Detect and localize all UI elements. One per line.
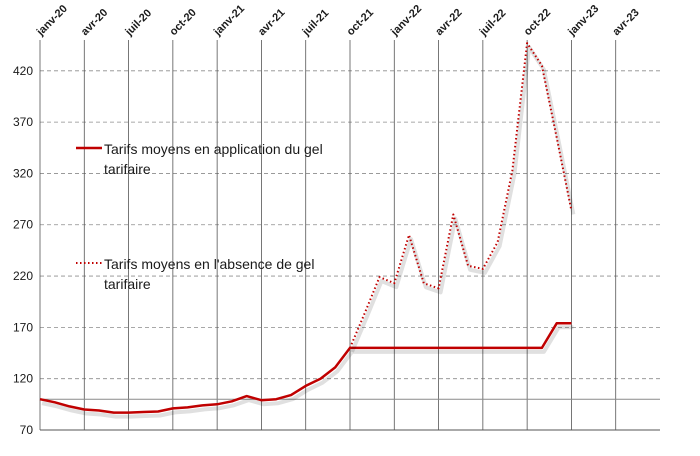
y-tick-label: 70 <box>20 423 34 437</box>
series-layer <box>39 42 576 419</box>
x-tick-label: oct-22 <box>522 7 553 38</box>
y-tick-label: 320 <box>13 166 33 180</box>
y-tick-label: 170 <box>13 320 33 334</box>
grid <box>39 40 660 431</box>
y-tick-label: 220 <box>13 269 33 283</box>
series-1-shadow <box>41 325 574 419</box>
x-tick-label: oct-21 <box>345 7 376 38</box>
x-tick-label: oct-20 <box>167 7 198 38</box>
x-tick-label: janv-20 <box>34 3 70 39</box>
legend-label-1b: tarifaire <box>104 161 151 177</box>
x-tick-label: janv-23 <box>565 3 601 39</box>
legend-label-1a: Tarifs moyens en application du gel <box>104 141 323 157</box>
x-tick-label: avr-22 <box>433 7 464 38</box>
x-tick-label: juil-21 <box>300 7 332 39</box>
x-tick-label: juil-22 <box>477 7 509 39</box>
legend-label-2b: tarifaire <box>104 276 151 292</box>
series-1-line <box>39 322 572 414</box>
x-tick-label: avr-20 <box>79 7 110 38</box>
x-tick-label: juil-20 <box>123 7 155 39</box>
x-tick-label: janv-22 <box>388 3 424 39</box>
legend: Tarifs moyens en application du gel tari… <box>76 141 323 292</box>
y-tick-label: 370 <box>13 115 33 129</box>
y-tick-label: 420 <box>13 64 33 78</box>
series-2-line <box>349 42 573 349</box>
x-axis-ticks: janv-20 avr-20 juil-20 oct-20 janv-21 avr-21 j… <box>34 3 642 39</box>
y-tick-label: 270 <box>13 218 33 232</box>
y-tick-label: 120 <box>13 372 33 386</box>
series-2-shadow <box>350 45 576 353</box>
x-tick-label: avr-23 <box>610 7 641 38</box>
legend-label-2a: Tarifs moyens en l'absence de gel <box>104 256 314 272</box>
y-axis-ticks: 70 120 170 220 270 320 370 420 <box>13 64 33 437</box>
x-tick-label: avr-21 <box>256 7 287 38</box>
x-tick-label: janv-21 <box>211 3 247 39</box>
